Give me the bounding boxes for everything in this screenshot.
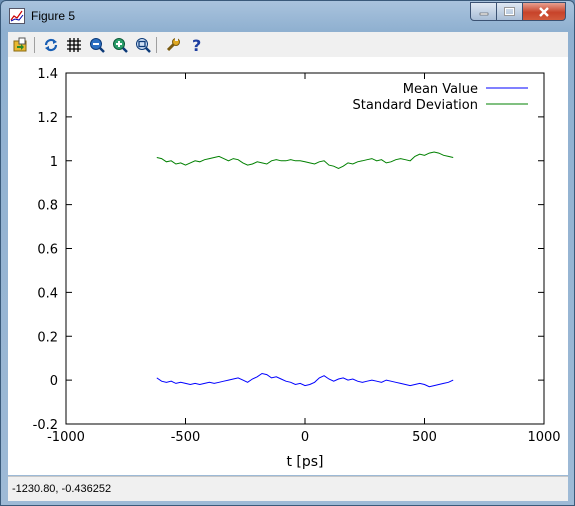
- close-button[interactable]: [522, 2, 566, 21]
- plot-area[interactable]: -1000 -500 0 500 1000 -0.2 0 0.2 0.4 0.6 0.8 1 1.2 1.…: [8, 57, 568, 475]
- line-chart: -1000 -500 0 500 1000 -0.2 0 0.2 0.4 0.6 0.8 1 1.2 1.…: [33, 67, 561, 470]
- y-tick-label: 0.4: [37, 286, 58, 301]
- minimize-button[interactable]: [470, 2, 497, 21]
- y-tick-label: 0: [50, 374, 58, 389]
- minimize-icon: [479, 12, 488, 15]
- zoom-fit-icon: [136, 38, 151, 53]
- zoom-out-button[interactable]: [88, 36, 106, 54]
- series-line-mean-value: [156, 372, 454, 388]
- y-tick-label: 0.6: [37, 243, 58, 258]
- cursor-coordinates: -1230.80, -0.436252: [12, 483, 112, 495]
- grid-button[interactable]: [65, 36, 83, 54]
- toolbar-separator: [156, 37, 157, 53]
- y-tick-label: 0.8: [37, 199, 58, 214]
- x-tick-label: -1000: [47, 430, 85, 445]
- y-tick-label: 0.2: [37, 330, 58, 345]
- x-tick-label: -500: [171, 430, 201, 445]
- settings-button[interactable]: [164, 36, 182, 54]
- zoom-fit-button[interactable]: [134, 36, 152, 54]
- window-title: Figure 5: [31, 9, 76, 23]
- series-line-standard-deviation: [156, 151, 454, 169]
- toolbar-separator: [34, 37, 35, 53]
- x-tick-label: 0: [301, 430, 309, 445]
- plot-frame: [65, 72, 545, 425]
- svg-text:?: ?: [192, 37, 201, 53]
- x-axis-label: t [ps]: [286, 454, 323, 470]
- legend-label: Mean Value: [403, 82, 478, 97]
- y-tick-label: 1.2: [37, 111, 58, 126]
- y-tick-label: -0.2: [33, 418, 58, 433]
- help-icon: ?: [192, 37, 201, 53]
- refresh-icon: [44, 38, 58, 52]
- legend-label: Standard Deviation: [353, 98, 478, 113]
- x-tick-label: 1000: [527, 430, 560, 445]
- open-icon: [13, 37, 27, 52]
- x-tick-label: 500: [412, 430, 437, 445]
- help-button[interactable]: ?: [188, 36, 206, 54]
- maximize-button[interactable]: [496, 2, 523, 21]
- y-tick-label: 1.4: [37, 67, 58, 82]
- figure-app-icon: [9, 8, 25, 24]
- zoom-out-icon: [90, 38, 105, 53]
- zoom-in-icon: [113, 38, 128, 53]
- y-tick-label: 1: [50, 155, 58, 170]
- settings-wrench-icon: [166, 38, 180, 52]
- close-icon: [539, 6, 549, 17]
- toolbar: ?: [8, 32, 568, 58]
- title-bar[interactable]: Figure 5: [1, 1, 574, 31]
- status-bar: -1230.80, -0.436252: [8, 476, 568, 501]
- grid-icon: [67, 38, 81, 52]
- zoom-in-button[interactable]: [111, 36, 129, 54]
- refresh-button[interactable]: [42, 36, 60, 54]
- maximize-icon: [504, 7, 515, 16]
- open-button[interactable]: [12, 36, 30, 54]
